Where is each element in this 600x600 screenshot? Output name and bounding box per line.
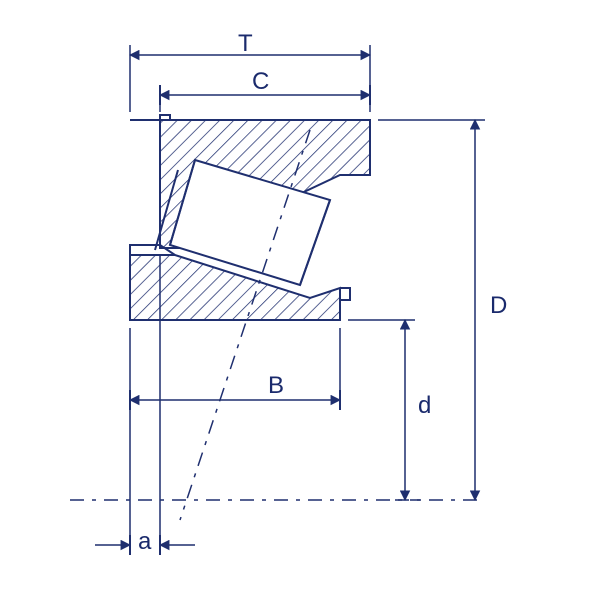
label-B: B bbox=[268, 372, 284, 400]
drawing-svg bbox=[0, 0, 600, 600]
label-a: a bbox=[138, 528, 151, 556]
label-T: T bbox=[238, 30, 253, 58]
label-D: D bbox=[490, 292, 507, 320]
label-d: d bbox=[418, 392, 431, 420]
label-C: C bbox=[252, 68, 269, 96]
bearing-diagram: T C B a d D bbox=[0, 0, 600, 600]
